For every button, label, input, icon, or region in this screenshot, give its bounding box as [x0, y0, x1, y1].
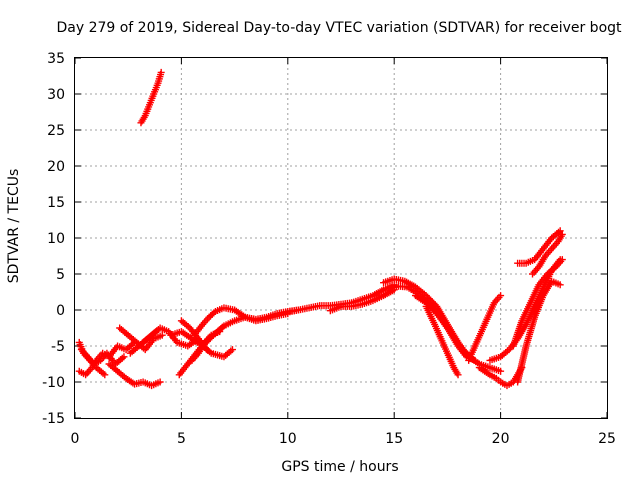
data-point-interp	[203, 337, 211, 345]
y-axis-label: SDTVAR / TECUs	[6, 169, 22, 284]
data-point	[199, 342, 207, 350]
data-point-interp	[218, 323, 226, 331]
data-point-interp	[425, 302, 433, 310]
data-point	[157, 68, 165, 76]
data-point-interp	[206, 334, 214, 342]
data-point	[497, 292, 505, 300]
axis-ticks: -15 -10 -5 0 5 10 15 20 25 30 35 0 5 10 15 20 25	[42, 51, 616, 447]
y-tick-label: -10	[42, 375, 65, 391]
data-point	[558, 230, 566, 238]
y-tick-label: -15	[42, 411, 65, 427]
y-tick-label: 30	[47, 87, 65, 103]
x-tick-label: 20	[492, 431, 510, 447]
data-point-interp	[205, 336, 213, 344]
x-tick-label: 0	[71, 431, 80, 447]
plot-frame	[74, 57, 608, 419]
x-tick-label: 25	[598, 431, 616, 447]
data-point-interp	[210, 309, 218, 317]
chart-title: Day 279 of 2019, Sidereal Day-to-day VTE…	[56, 20, 622, 36]
x-tick-label: 15	[385, 431, 403, 447]
data-point-interp	[428, 305, 436, 313]
data-point-interp	[202, 339, 210, 347]
data-point	[454, 371, 462, 379]
data-point-interp	[200, 340, 208, 348]
y-tick-label: 5	[56, 267, 65, 283]
grid	[75, 58, 607, 418]
data-point	[203, 346, 211, 354]
y-tick-label: 20	[47, 159, 65, 175]
x-axis-label: GPS time / hours	[281, 459, 398, 475]
data-point	[558, 256, 566, 264]
y-tick-label: 35	[47, 51, 65, 67]
data-point	[101, 371, 109, 379]
data-point	[228, 346, 236, 354]
data-points	[75, 68, 566, 390]
data-point	[422, 299, 430, 307]
data-point	[158, 331, 166, 339]
y-tick-label: 10	[47, 231, 65, 247]
data-point-interp	[427, 303, 435, 311]
y-tick-label: 15	[47, 195, 65, 211]
y-tick-label: -5	[51, 339, 65, 355]
y-tick-label: 25	[47, 123, 65, 139]
data-point	[556, 227, 564, 235]
data-point	[120, 353, 128, 361]
data-point-interp	[430, 307, 438, 315]
data-point	[156, 378, 164, 386]
data-point	[497, 367, 505, 375]
y-tick-label: 0	[56, 303, 65, 319]
data-point-interp	[424, 300, 432, 308]
data-point	[556, 281, 564, 289]
x-tick-label: 10	[279, 431, 297, 447]
x-tick-label: 5	[177, 431, 186, 447]
